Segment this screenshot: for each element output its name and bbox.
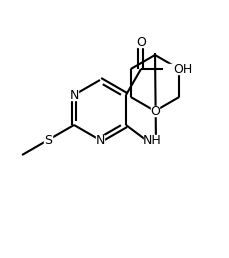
Text: OH: OH [172,62,191,76]
Bar [69,90,78,100]
Bar [165,64,180,74]
Text: NH: NH [142,133,161,147]
Text: N: N [69,88,78,101]
Bar [95,135,104,145]
Bar [136,37,144,47]
Text: N: N [95,133,104,147]
Text: O: O [149,104,159,117]
Text: O: O [135,36,145,49]
Text: S: S [44,133,52,147]
Bar [144,135,159,145]
Bar [150,106,158,116]
Bar [44,135,52,145]
